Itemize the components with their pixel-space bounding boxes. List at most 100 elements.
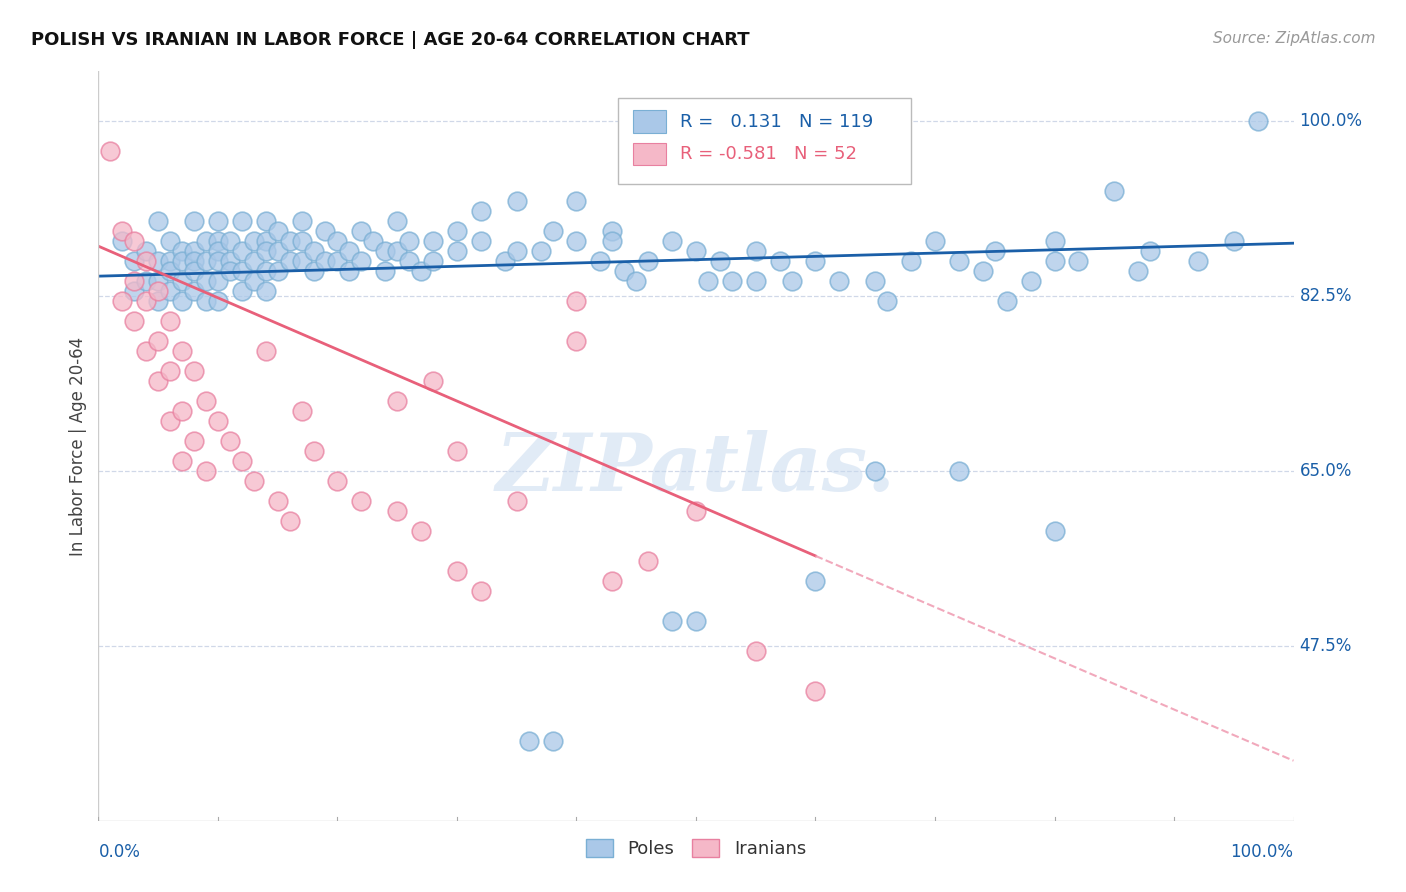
Point xyxy=(1223,234,1246,248)
Point xyxy=(626,274,648,288)
Legend: Poles, Iranians: Poles, Iranians xyxy=(579,831,813,865)
Point xyxy=(207,214,229,228)
Point xyxy=(685,504,707,518)
Point xyxy=(207,234,229,248)
Point xyxy=(183,284,205,298)
Point xyxy=(291,214,314,228)
Point xyxy=(195,294,218,309)
Point xyxy=(172,454,194,468)
Point xyxy=(172,404,194,418)
Text: Source: ZipAtlas.com: Source: ZipAtlas.com xyxy=(1212,31,1375,46)
Point xyxy=(148,284,170,298)
FancyBboxPatch shape xyxy=(633,143,666,165)
Point xyxy=(506,194,529,209)
Point xyxy=(661,234,683,248)
Point xyxy=(159,264,181,278)
Point xyxy=(315,224,337,238)
Point xyxy=(231,244,253,259)
Point xyxy=(135,244,157,259)
Point xyxy=(278,254,301,268)
FancyBboxPatch shape xyxy=(633,111,666,133)
Point xyxy=(159,234,181,248)
Point xyxy=(1019,274,1042,288)
Point xyxy=(1043,524,1066,538)
Point xyxy=(207,414,229,428)
Point xyxy=(1043,234,1066,248)
Point xyxy=(172,344,194,359)
Point xyxy=(315,254,337,268)
Point xyxy=(339,264,361,278)
Point xyxy=(422,234,444,248)
Point xyxy=(446,444,468,458)
Point xyxy=(780,274,803,288)
Point xyxy=(111,294,134,309)
Point xyxy=(385,394,409,409)
Point xyxy=(111,234,134,248)
Point xyxy=(159,254,181,268)
Text: R = -0.581   N = 52: R = -0.581 N = 52 xyxy=(681,145,858,162)
Point xyxy=(243,234,266,248)
Point xyxy=(828,274,851,288)
Point xyxy=(219,234,242,248)
Point xyxy=(411,264,433,278)
Point xyxy=(565,334,588,348)
Point xyxy=(1043,254,1066,268)
Point xyxy=(135,254,157,268)
Point xyxy=(195,274,218,288)
Point xyxy=(207,254,229,268)
Point xyxy=(124,314,146,328)
Point xyxy=(267,224,290,238)
Point xyxy=(1247,114,1270,128)
Point xyxy=(183,364,205,378)
Point xyxy=(267,244,290,259)
Point xyxy=(602,224,624,238)
Point xyxy=(984,244,1007,259)
Point xyxy=(195,254,218,268)
Point xyxy=(243,474,266,488)
Point xyxy=(219,254,242,268)
Point xyxy=(1104,184,1126,198)
Point xyxy=(924,234,946,248)
Point xyxy=(135,344,157,359)
Point xyxy=(541,224,564,238)
Text: 100.0%: 100.0% xyxy=(1230,843,1294,861)
Point xyxy=(159,284,181,298)
Point xyxy=(207,294,229,309)
Point xyxy=(398,234,420,248)
Point xyxy=(207,274,229,288)
Point xyxy=(398,254,420,268)
Point xyxy=(172,294,194,309)
Point xyxy=(470,234,492,248)
Point xyxy=(267,494,290,508)
Point xyxy=(195,394,218,409)
Point xyxy=(231,284,253,298)
Point xyxy=(374,244,396,259)
Point xyxy=(231,454,253,468)
Point xyxy=(1067,254,1090,268)
Point xyxy=(291,254,314,268)
Point xyxy=(243,254,266,268)
Point xyxy=(183,254,205,268)
Point xyxy=(148,214,170,228)
Point xyxy=(302,444,325,458)
Point xyxy=(291,404,314,418)
Point xyxy=(470,583,492,598)
Text: 82.5%: 82.5% xyxy=(1299,287,1353,305)
Point xyxy=(326,474,349,488)
Point xyxy=(876,294,898,309)
Point xyxy=(470,204,492,219)
Point xyxy=(613,264,636,278)
Point xyxy=(302,244,325,259)
Point xyxy=(661,614,683,628)
Text: 65.0%: 65.0% xyxy=(1299,462,1353,480)
Point xyxy=(254,214,277,228)
Point xyxy=(745,244,768,259)
Point xyxy=(350,494,373,508)
Point xyxy=(446,564,468,578)
Point xyxy=(900,254,922,268)
Point xyxy=(948,464,970,478)
Point xyxy=(172,244,194,259)
Point xyxy=(159,314,181,328)
Point xyxy=(637,254,659,268)
Point xyxy=(172,274,194,288)
